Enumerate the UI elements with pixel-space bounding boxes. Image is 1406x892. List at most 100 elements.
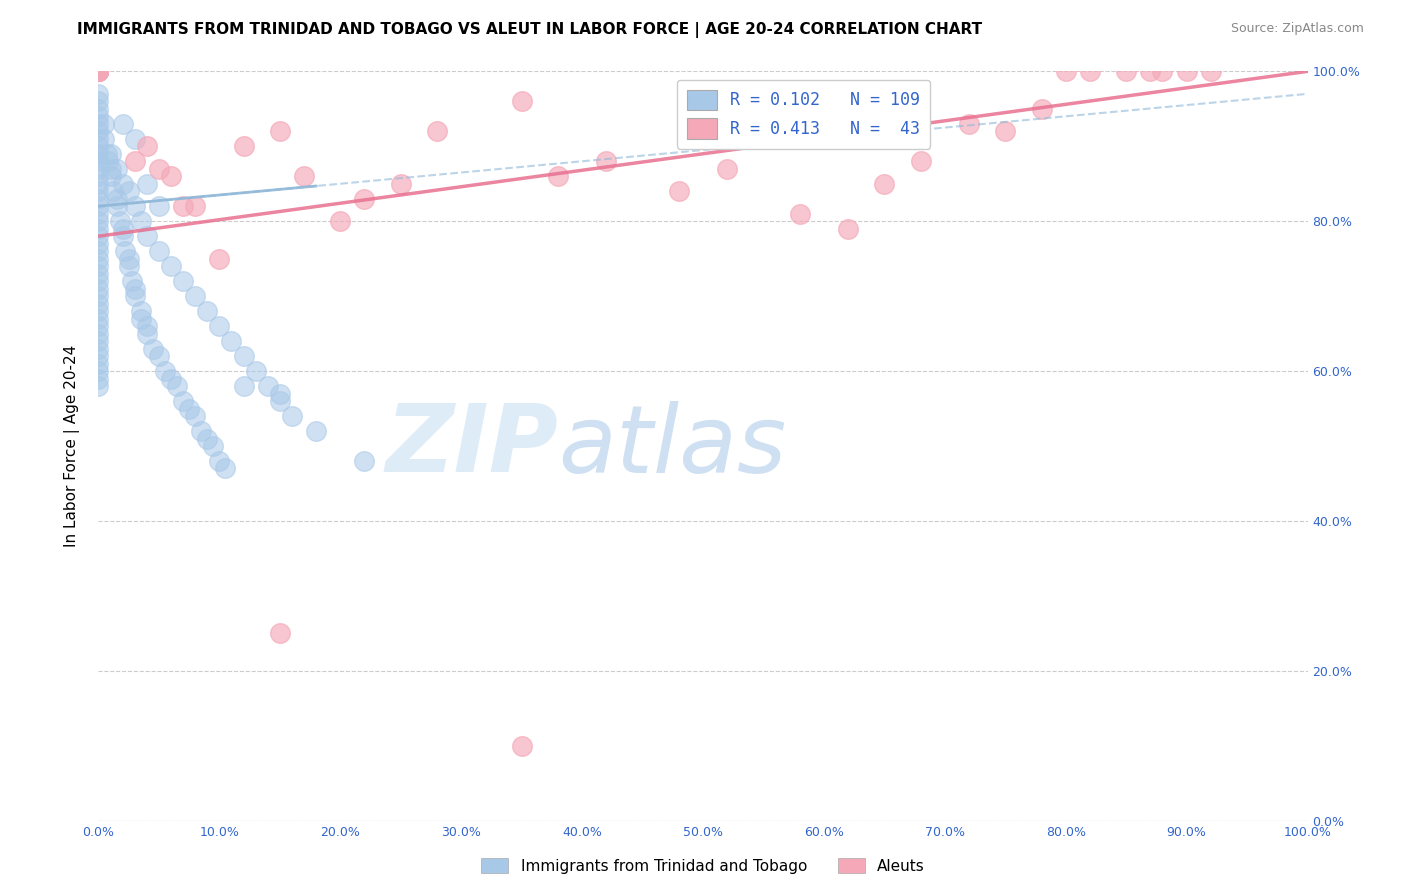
Point xyxy=(87,282,110,296)
Point xyxy=(124,132,146,146)
Point xyxy=(87,236,110,251)
Point xyxy=(148,349,170,363)
Point xyxy=(87,64,110,78)
Point xyxy=(93,132,115,146)
Point xyxy=(124,282,146,296)
Point xyxy=(97,154,120,169)
Point xyxy=(1152,64,1174,78)
Point xyxy=(510,739,533,753)
Point xyxy=(87,154,110,169)
Point xyxy=(184,409,207,423)
Point xyxy=(716,161,738,176)
Point xyxy=(232,349,254,363)
Point xyxy=(195,432,218,446)
Point xyxy=(994,124,1017,138)
Point xyxy=(87,64,110,78)
Point xyxy=(87,177,110,191)
Point xyxy=(111,229,134,244)
Text: Source: ZipAtlas.com: Source: ZipAtlas.com xyxy=(1230,22,1364,36)
Point xyxy=(87,64,110,78)
Point xyxy=(87,102,110,116)
Point xyxy=(87,132,110,146)
Legend: R = 0.102   N = 109, R = 0.413   N =  43: R = 0.102 N = 109, R = 0.413 N = 43 xyxy=(678,79,931,149)
Point xyxy=(1175,64,1198,78)
Y-axis label: In Labor Force | Age 20-24: In Labor Force | Age 20-24 xyxy=(63,345,80,547)
Point xyxy=(87,267,110,281)
Point xyxy=(389,177,412,191)
Point xyxy=(124,199,146,213)
Point xyxy=(245,364,267,378)
Point xyxy=(87,379,110,393)
Text: atlas: atlas xyxy=(558,401,786,491)
Point xyxy=(87,64,110,78)
Point xyxy=(148,199,170,213)
Point xyxy=(269,626,291,640)
Point xyxy=(208,454,231,468)
Point xyxy=(118,184,141,198)
Point xyxy=(172,274,194,288)
Point xyxy=(87,64,110,78)
Point xyxy=(124,154,146,169)
Point xyxy=(135,326,157,341)
Point xyxy=(87,64,110,78)
Point xyxy=(118,252,141,266)
Point xyxy=(232,139,254,153)
Point xyxy=(111,177,134,191)
Point xyxy=(910,154,932,169)
Point xyxy=(100,146,122,161)
Point xyxy=(111,221,134,235)
Point xyxy=(837,221,859,235)
Point xyxy=(135,319,157,334)
Point xyxy=(190,424,212,438)
Point xyxy=(160,169,183,184)
Point xyxy=(172,199,194,213)
Point xyxy=(87,64,110,78)
Point xyxy=(114,244,136,259)
Point xyxy=(87,229,110,244)
Point xyxy=(105,199,128,213)
Point xyxy=(1115,64,1137,78)
Point xyxy=(87,87,110,101)
Point xyxy=(184,289,207,303)
Point xyxy=(1199,64,1222,78)
Point xyxy=(195,304,218,318)
Point xyxy=(108,214,131,228)
Point xyxy=(184,199,207,213)
Point xyxy=(96,146,118,161)
Point xyxy=(87,334,110,348)
Point xyxy=(269,124,291,138)
Point xyxy=(87,296,110,310)
Point xyxy=(873,177,896,191)
Point xyxy=(1054,64,1077,78)
Point xyxy=(101,184,124,198)
Point xyxy=(87,274,110,288)
Point xyxy=(179,401,201,416)
Point xyxy=(426,124,449,138)
Point xyxy=(87,169,110,184)
Point xyxy=(111,117,134,131)
Point xyxy=(87,64,110,78)
Point xyxy=(87,192,110,206)
Point xyxy=(105,192,128,206)
Point xyxy=(87,64,110,78)
Point xyxy=(118,259,141,273)
Point xyxy=(87,64,110,78)
Point xyxy=(129,311,152,326)
Point xyxy=(87,64,110,78)
Point xyxy=(172,394,194,409)
Text: IMMIGRANTS FROM TRINIDAD AND TOBAGO VS ALEUT IN LABOR FORCE | AGE 20-24 CORRELAT: IMMIGRANTS FROM TRINIDAD AND TOBAGO VS A… xyxy=(77,22,983,38)
Legend: Immigrants from Trinidad and Tobago, Aleuts: Immigrants from Trinidad and Tobago, Ale… xyxy=(475,852,931,880)
Text: ZIP: ZIP xyxy=(385,400,558,492)
Point xyxy=(148,161,170,176)
Point xyxy=(221,334,243,348)
Point xyxy=(87,311,110,326)
Point xyxy=(87,117,110,131)
Point xyxy=(87,349,110,363)
Point xyxy=(353,454,375,468)
Point xyxy=(87,184,110,198)
Point xyxy=(87,64,110,78)
Point xyxy=(87,95,110,109)
Point xyxy=(87,64,110,78)
Point xyxy=(87,64,110,78)
Point xyxy=(269,386,291,401)
